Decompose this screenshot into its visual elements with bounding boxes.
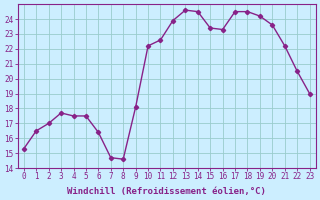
X-axis label: Windchill (Refroidissement éolien,°C): Windchill (Refroidissement éolien,°C) bbox=[67, 187, 266, 196]
